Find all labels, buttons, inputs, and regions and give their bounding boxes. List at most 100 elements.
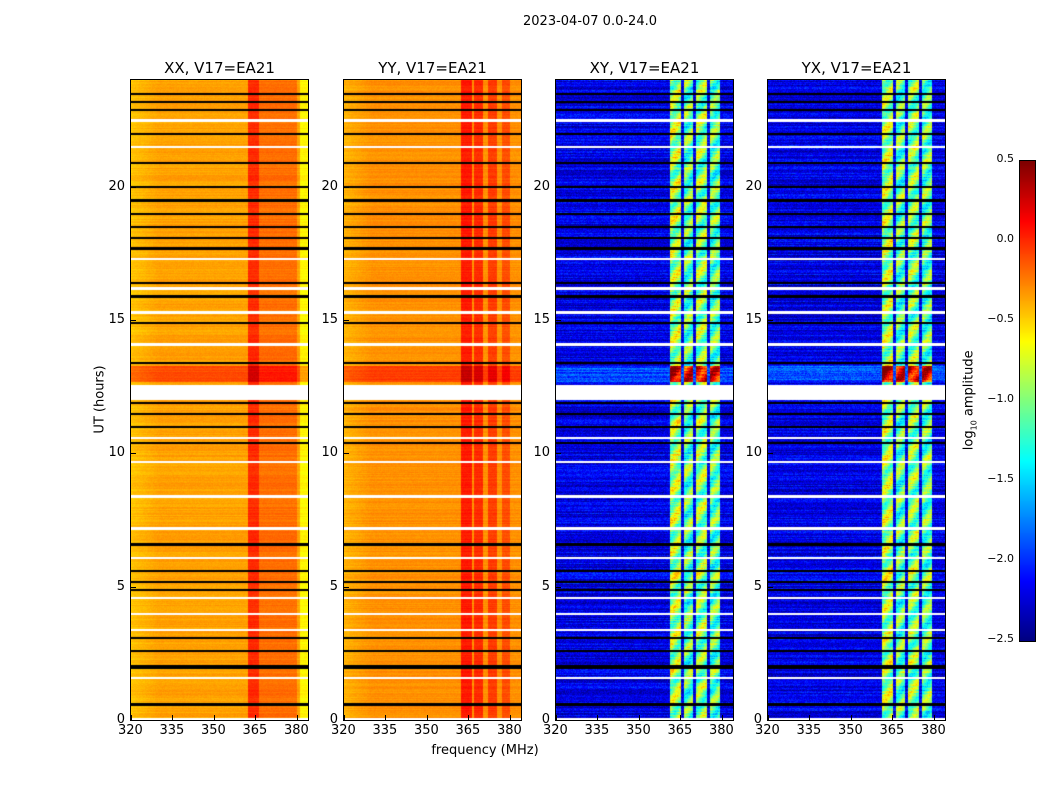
- y-tick-mark: [344, 453, 349, 455]
- figure-title: 2023-04-07 0.0-24.0: [523, 14, 657, 29]
- x-tick-label: 365: [667, 723, 693, 738]
- y-tick-mark: [344, 586, 349, 588]
- y-tick-mark: [556, 186, 561, 188]
- y-tick-mark: [768, 186, 773, 188]
- x-tick-label: 380: [920, 723, 946, 738]
- x-axis-label: frequency (MHz): [431, 743, 539, 758]
- heatmap-panel: [767, 79, 946, 721]
- heatmap-image: [344, 80, 521, 720]
- y-tick-label: 10: [108, 445, 125, 461]
- y-tick-label: 0: [753, 712, 762, 727]
- y-axis-label: UT (hours): [92, 365, 108, 434]
- y-tick-mark: [131, 453, 136, 455]
- x-tick-mark: [638, 715, 640, 720]
- x-tick-label: 350: [413, 723, 439, 738]
- x-tick-label: 365: [455, 723, 481, 738]
- colorbar-tick-label: −1.0: [987, 392, 1014, 405]
- x-tick-mark: [131, 715, 132, 720]
- x-tick-label: 380: [496, 723, 522, 738]
- y-tick-label: 5: [329, 578, 338, 594]
- y-tick-label: 15: [533, 312, 550, 327]
- y-tick-mark: [131, 720, 136, 721]
- y-tick-mark: [556, 720, 561, 721]
- colorbar-tick-label: −2.0: [987, 552, 1014, 565]
- y-tick-mark: [131, 586, 136, 588]
- y-tick-label: 0: [116, 712, 125, 727]
- x-tick-label: 335: [372, 723, 398, 738]
- y-tick-label: 15: [321, 312, 338, 327]
- x-tick-label: 335: [159, 723, 185, 738]
- y-tick-mark: [768, 720, 773, 721]
- panel-title: YY, V17=EA21: [378, 59, 487, 77]
- x-tick-mark: [850, 715, 852, 720]
- y-tick-label: 20: [321, 178, 338, 194]
- x-tick-label: 320: [331, 723, 356, 738]
- colorbar: [1019, 160, 1036, 642]
- colorbar-tick-label: −2.5: [987, 632, 1014, 645]
- y-tick-mark: [344, 720, 349, 721]
- panel-title: XY, V17=EA21: [589, 59, 700, 77]
- x-tick-mark: [597, 715, 599, 720]
- colorbar-tick-label: 0.5: [996, 152, 1015, 165]
- colorbar-label: log10 amplitude: [962, 330, 979, 470]
- y-tick-label: 0: [329, 712, 338, 727]
- y-tick-mark: [768, 320, 773, 321]
- y-tick-mark: [344, 320, 349, 321]
- x-tick-mark: [768, 715, 769, 720]
- x-tick-mark: [426, 715, 428, 720]
- x-tick-label: 335: [796, 723, 822, 738]
- x-tick-label: 350: [200, 723, 226, 738]
- heatmap-image: [768, 80, 945, 720]
- heatmap-image: [556, 80, 733, 720]
- heatmap-panel: [130, 79, 309, 721]
- x-tick-mark: [809, 715, 811, 720]
- y-tick-label: 20: [745, 178, 762, 194]
- y-tick-label: 20: [108, 178, 125, 194]
- x-tick-label: 365: [242, 723, 268, 738]
- x-tick-mark: [721, 715, 723, 720]
- y-tick-mark: [556, 453, 561, 455]
- y-tick-label: 0: [541, 712, 550, 727]
- x-tick-label: 350: [837, 723, 863, 738]
- heatmap-panel: [555, 79, 734, 721]
- panel-title: YX, V17=EA21: [801, 59, 912, 77]
- y-tick-label: 15: [108, 312, 125, 327]
- y-tick-mark: [556, 320, 561, 321]
- colorbar-tick-label: −1.5: [987, 472, 1014, 485]
- x-tick-label: 335: [584, 723, 610, 738]
- y-tick-label: 10: [533, 445, 550, 461]
- y-tick-label: 5: [116, 578, 125, 594]
- x-tick-label: 365: [879, 723, 905, 738]
- y-tick-mark: [556, 586, 561, 588]
- x-tick-mark: [892, 715, 894, 720]
- x-tick-mark: [509, 715, 511, 720]
- x-tick-mark: [172, 715, 174, 720]
- y-tick-mark: [768, 453, 773, 455]
- y-tick-label: 5: [541, 578, 550, 594]
- y-tick-mark: [131, 186, 136, 188]
- panel-title: XX, V17=EA21: [164, 59, 275, 77]
- x-tick-label: 380: [708, 723, 734, 738]
- x-tick-label: 320: [118, 723, 143, 738]
- heatmap-image: [131, 80, 308, 720]
- x-tick-label: 320: [755, 723, 780, 738]
- y-tick-mark: [768, 586, 773, 588]
- x-tick-mark: [933, 715, 935, 720]
- x-tick-mark: [255, 715, 257, 720]
- heatmap-panel: [343, 79, 522, 721]
- x-tick-mark: [296, 715, 298, 720]
- colorbar-tick-label: −0.5: [987, 312, 1014, 325]
- y-tick-label: 10: [321, 445, 338, 461]
- y-tick-label: 15: [745, 312, 762, 327]
- x-tick-mark: [680, 715, 682, 720]
- x-tick-label: 380: [283, 723, 309, 738]
- colorbar-tick-label: 0.0: [996, 232, 1015, 245]
- colorbar-label-sub: 10: [969, 420, 979, 431]
- colorbar-label-suffix: amplitude: [961, 350, 977, 421]
- colorbar-label-prefix: log: [961, 430, 977, 451]
- x-tick-mark: [385, 715, 387, 720]
- x-tick-mark: [344, 715, 345, 720]
- x-tick-label: 320: [543, 723, 568, 738]
- x-tick-mark: [556, 715, 557, 720]
